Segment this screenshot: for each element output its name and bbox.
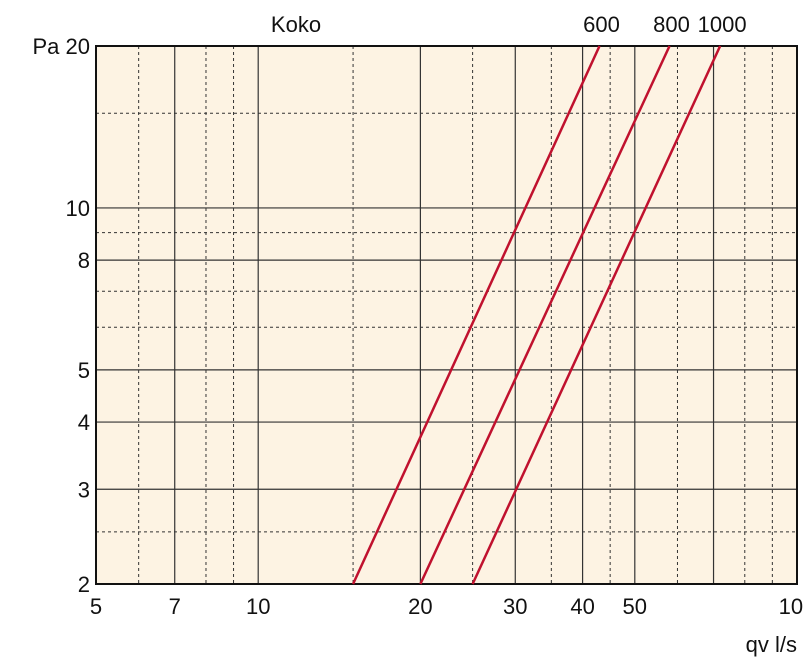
y-tick-label: 2: [78, 572, 90, 597]
x-tick-label: 20: [408, 594, 432, 619]
grid: [95, 45, 798, 585]
x-tick-label: 30: [503, 594, 527, 619]
series-label-1000: 1000: [698, 12, 747, 37]
series-label-800: 800: [653, 12, 690, 37]
chart-title: Koko: [271, 12, 321, 37]
series-line-1000: [471, 45, 722, 585]
x-tick-label: 100: [779, 594, 803, 619]
y-tick-label: 5: [78, 358, 90, 383]
series-labels: 600 800 1000: [583, 12, 746, 37]
x-axis-label: qv l/s: [746, 632, 797, 657]
x-tick-label: 7: [169, 594, 181, 619]
plot-background: [96, 46, 797, 584]
y-axis-ticks: 2 3 4 5 8 10 Pa 20: [33, 34, 91, 597]
x-axis-ticks: 5 7 10 20 30 40 50 100: [90, 594, 803, 619]
x-tick-label: 10: [246, 594, 270, 619]
x-tick-label: 5: [90, 594, 102, 619]
series-lines: [351, 45, 722, 585]
plot-frame: [95, 45, 798, 585]
x-tick-label: 50: [623, 594, 647, 619]
series-line-600: [351, 45, 601, 585]
y-tick-label: 3: [78, 477, 90, 502]
y-tick-label: 10: [66, 196, 90, 221]
series-line-800: [419, 45, 671, 585]
series-label-600: 600: [583, 12, 620, 37]
y-tick-label: 4: [78, 410, 90, 435]
y-tick-label: 8: [78, 248, 90, 273]
y-tick-label: Pa 20: [33, 34, 91, 59]
x-tick-label: 40: [570, 594, 594, 619]
